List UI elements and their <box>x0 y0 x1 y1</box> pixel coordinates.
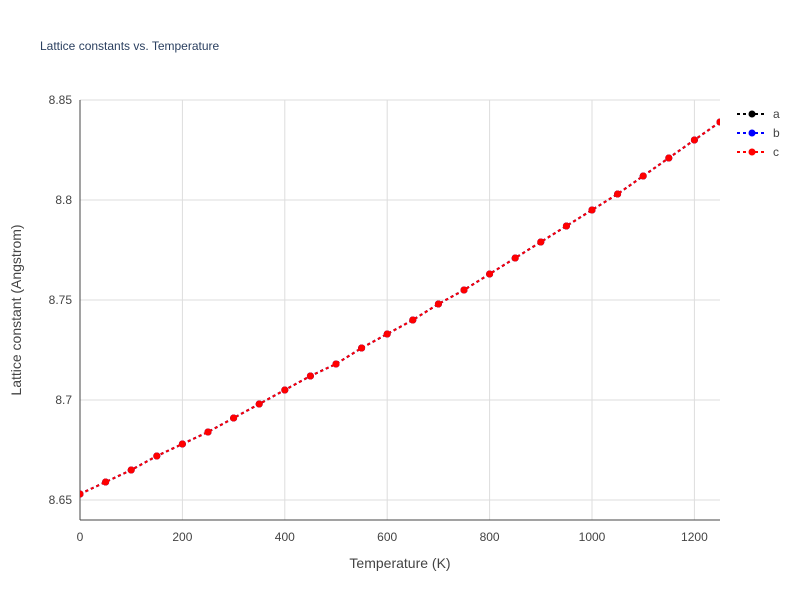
series-c <box>80 118 720 498</box>
series-line-c <box>80 121 720 495</box>
y-tick-label: 8.8 <box>55 193 72 207</box>
data-point-c <box>690 136 698 144</box>
series-lines <box>80 118 720 498</box>
series-line-b <box>80 121 720 495</box>
axes: 0 200 400 600 800 1000 1200 8.65 8.7 8.75 8.8 8.85 <box>49 93 720 544</box>
legend-marker-icon <box>748 129 756 137</box>
y-tick-label: 8.85 <box>49 93 73 107</box>
data-point-c <box>153 452 161 460</box>
data-point-c <box>434 300 442 308</box>
y-tick-label: 8.7 <box>55 393 72 407</box>
data-point-c <box>80 490 84 498</box>
legend-item-b[interactable]: b <box>737 126 780 140</box>
data-point-c <box>383 330 391 338</box>
x-tick-label: 800 <box>480 530 500 544</box>
legend-marker-icon <box>748 148 756 156</box>
data-point-c <box>230 414 238 422</box>
legend-item-c[interactable]: c <box>737 145 779 159</box>
y-tick-label: 8.65 <box>49 493 73 507</box>
y-axis-title: Lattice constant (Angstrom) <box>8 224 24 395</box>
x-tick-label: 0 <box>77 530 84 544</box>
data-point-c <box>409 316 417 324</box>
series-line-a <box>80 121 720 495</box>
legend-item-a[interactable]: a <box>737 107 780 121</box>
x-tick-label: 1200 <box>681 530 708 544</box>
legend-marker-icon <box>748 110 756 118</box>
x-axis-title: Temperature (K) <box>349 555 450 571</box>
data-point-c <box>716 118 720 126</box>
legend-label: c <box>773 145 779 159</box>
data-point-c <box>306 372 314 380</box>
data-point-c <box>281 386 289 394</box>
series-a <box>80 118 720 498</box>
data-point-c <box>665 154 673 162</box>
y-tick-label: 8.75 <box>49 293 73 307</box>
data-point-c <box>562 222 570 230</box>
data-point-c <box>255 400 263 408</box>
data-point-c <box>614 190 622 198</box>
legend[interactable]: abc <box>737 107 780 159</box>
data-point-c <box>639 172 647 180</box>
x-tick-label: 1000 <box>579 530 606 544</box>
legend-label: b <box>773 126 780 140</box>
data-point-c <box>588 206 596 214</box>
x-tick-label: 200 <box>172 530 192 544</box>
data-point-c <box>127 466 135 474</box>
legend-label: a <box>773 107 780 121</box>
grid-lines <box>80 99 720 520</box>
chart-title: Lattice constants vs. Temperature <box>40 39 220 53</box>
data-point-c <box>102 478 110 486</box>
data-point-c <box>358 344 366 352</box>
data-point-c <box>486 270 494 278</box>
data-point-c <box>460 286 468 294</box>
x-tick-label: 600 <box>377 530 397 544</box>
data-point-c <box>204 428 212 436</box>
data-point-c <box>537 238 545 246</box>
data-point-c <box>178 440 186 448</box>
data-point-c <box>332 360 340 368</box>
x-tick-label: 400 <box>275 530 295 544</box>
series-b <box>80 118 720 498</box>
data-point-c <box>511 254 519 262</box>
